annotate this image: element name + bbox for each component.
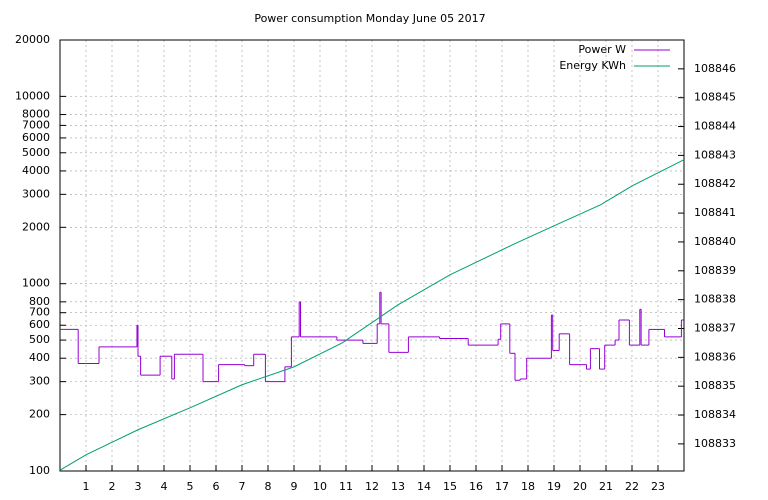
y-tick-label: 3000 bbox=[22, 187, 50, 200]
x-tick-label: 12 bbox=[365, 480, 379, 493]
y-tick-label: 2000 bbox=[22, 220, 50, 233]
y2-tick-label: 108838 bbox=[694, 293, 736, 306]
y-tick-label: 500 bbox=[29, 333, 50, 346]
plot-border bbox=[59, 39, 685, 472]
y2-tick-label: 108837 bbox=[694, 321, 736, 334]
y-tick-label: 200 bbox=[29, 408, 50, 421]
y-tick-label: 100 bbox=[29, 464, 50, 477]
x-tick-label: 16 bbox=[469, 480, 483, 493]
y-tick-label: 300 bbox=[29, 375, 50, 388]
x-tick-label: 8 bbox=[265, 480, 272, 493]
x-tick-label: 1 bbox=[83, 480, 90, 493]
y-tick-label: 700 bbox=[29, 306, 50, 319]
x-tick-label: 14 bbox=[417, 480, 431, 493]
x-tick-label: 15 bbox=[443, 480, 457, 493]
y2-tick-label: 108836 bbox=[694, 350, 736, 363]
x-tick-label: 6 bbox=[213, 480, 220, 493]
y-tick-label: 1000 bbox=[22, 277, 50, 290]
x-tick-label: 20 bbox=[573, 480, 587, 493]
y2-tick-label: 108835 bbox=[694, 379, 736, 392]
x-tick-label: 3 bbox=[135, 480, 142, 493]
y-tick-label: 800 bbox=[29, 295, 50, 308]
x-tick-label: 18 bbox=[521, 480, 535, 493]
x-tick-label: 21 bbox=[599, 480, 613, 493]
x-tick-label: 13 bbox=[391, 480, 405, 493]
x-tick-label: 17 bbox=[495, 480, 509, 493]
y-tick-label: 5000 bbox=[22, 146, 50, 159]
x-tick-label: 23 bbox=[651, 480, 665, 493]
y2-tick-label: 108842 bbox=[694, 177, 736, 190]
chart-title: Power consumption Monday June 05 2017 bbox=[254, 12, 485, 25]
y-tick-label: 8000 bbox=[22, 108, 50, 121]
y2-tick-label: 108834 bbox=[694, 408, 736, 421]
y2-tick-label: 108841 bbox=[694, 206, 736, 219]
x-tick-label: 5 bbox=[187, 480, 194, 493]
x-tick-label: 4 bbox=[161, 480, 168, 493]
y2-tick-label: 108833 bbox=[694, 437, 736, 450]
y2-tick-label: 108840 bbox=[694, 235, 736, 248]
y-tick-label: 10000 bbox=[15, 89, 50, 102]
x-tick-label: 7 bbox=[239, 480, 246, 493]
y-tick-label: 4000 bbox=[22, 164, 50, 177]
x-tick-label: 2 bbox=[109, 480, 116, 493]
x-tick-label: 22 bbox=[625, 480, 639, 493]
series-line bbox=[59, 159, 685, 471]
x-tick-label: 9 bbox=[291, 480, 298, 493]
y2-tick-label: 108844 bbox=[694, 120, 736, 133]
legend-label: Energy KWh bbox=[559, 59, 626, 72]
y2-tick-label: 108846 bbox=[694, 62, 736, 75]
y2-tick-label: 108843 bbox=[694, 148, 736, 161]
y2-tick-label: 108839 bbox=[694, 264, 736, 277]
y-tick-label: 600 bbox=[29, 318, 50, 331]
x-tick-label: 19 bbox=[547, 480, 561, 493]
y-tick-label: 7000 bbox=[22, 118, 50, 131]
y2-tick-label: 108845 bbox=[694, 91, 736, 104]
y-tick-label: 20000 bbox=[15, 33, 50, 46]
x-tick-label: 10 bbox=[313, 480, 327, 493]
x-tick-label: 11 bbox=[339, 480, 353, 493]
y-tick-label: 400 bbox=[29, 351, 50, 364]
y-tick-label: 6000 bbox=[22, 131, 50, 144]
legend-label: Power W bbox=[578, 43, 626, 56]
